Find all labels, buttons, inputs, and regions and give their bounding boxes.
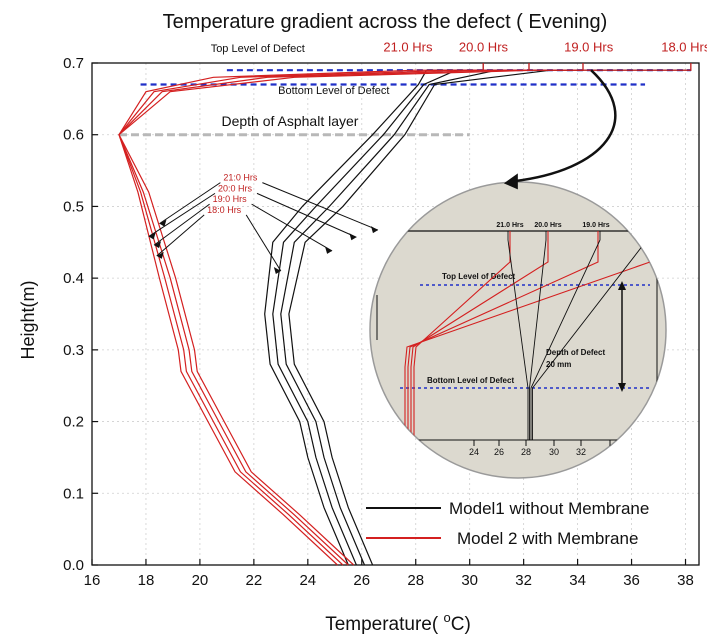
- arrowhead-right: [273, 266, 281, 274]
- inset-content: 24 26 28 30 32 34 21.0 Hrs 20.0 Hrs 19.0 Hrs 18.0…: [376, 222, 660, 457]
- chart-title: Temperature gradient across the defect (…: [163, 11, 608, 33]
- inset-depth-arrowhead-bottom: [618, 383, 626, 392]
- inset-depth-value: 20 mm: [546, 360, 571, 369]
- top-level-defect-label: Top Level of Defect: [211, 43, 305, 55]
- x-tick-label: 16: [84, 572, 101, 589]
- left-time-label: 18:0 Hrs: [207, 205, 242, 215]
- time-pointer-right: [256, 192, 357, 238]
- x-tick-label: 24: [299, 572, 316, 589]
- arrowhead-left: [148, 232, 156, 240]
- inset-circle: [369, 181, 667, 479]
- y-tick-label: 0.7: [63, 55, 84, 72]
- y-tick-label: 0.5: [63, 198, 84, 215]
- x-axis-label-text: Temperature(: [325, 614, 439, 635]
- inset-red-line: [410, 231, 549, 440]
- y-tick-label: 0.1: [63, 485, 84, 502]
- x-tick-label: 20: [192, 572, 209, 589]
- inset-x-tick-label: 28: [521, 447, 531, 457]
- inset-black-line: [529, 231, 547, 440]
- axes: 16 18 20 22 24 26 28 30 32 34 36 38 0.0 0.1 0.2 0.3 0.4 0…: [63, 55, 700, 589]
- x-tick-label: 30: [461, 572, 478, 589]
- inset-top-level-label: Top Level of Defect: [442, 272, 516, 281]
- top-time-label: 18.0 Hrs: [661, 40, 707, 55]
- x-axis-label-unit: C): [451, 614, 471, 635]
- y-tick-label: 0.3: [63, 342, 84, 359]
- x-tick-label: 26: [353, 572, 370, 589]
- arrowhead-left: [156, 251, 164, 259]
- series-line: [118, 63, 584, 566]
- plot-frame: [91, 62, 700, 566]
- x-tick-label: 38: [677, 572, 694, 589]
- x-tick-label: 18: [138, 572, 155, 589]
- inset-zoom: 24 26 28 30 32 34 21.0 Hrs 20.0 Hrs 19.0 Hrs 18.0…: [369, 181, 667, 479]
- annotations: Top Level of Defect Bottom Level of Defec…: [148, 40, 707, 274]
- x-tick-label: 36: [623, 572, 640, 589]
- zoom-arrow: [512, 69, 617, 183]
- inset-black-line: [530, 231, 601, 440]
- inset-depth-arrowhead-top: [618, 281, 626, 290]
- time-pointer-right: [262, 182, 379, 231]
- y-axis-label-group: Height(m): [18, 280, 38, 359]
- y-tick-label: 0.2: [63, 414, 84, 431]
- time-pointer-right: [245, 214, 282, 272]
- inset-black-line: [507, 231, 529, 440]
- inset-x-tick-label: 34: [605, 447, 615, 457]
- top-time-label: 19.0 Hrs: [564, 40, 614, 55]
- legend-label: Model1 without Membrane: [449, 499, 649, 518]
- legend-label: Model 2 with Membrane: [457, 529, 638, 548]
- reference-lines: [118, 69, 691, 137]
- bottom-level-defect-label: Bottom Level of Defect: [278, 85, 389, 97]
- y-tick-label: 0.6: [63, 127, 84, 144]
- time-pointer-right: [251, 203, 333, 252]
- arrowhead-right: [370, 226, 378, 234]
- x-tick-label: 28: [407, 572, 424, 589]
- inset-bottom-level-label: Bottom Level of Defect: [427, 376, 514, 385]
- left-time-label: 21:0 Hrs: [223, 173, 258, 183]
- asphalt-depth-label: Depth of Asphalt layer: [221, 113, 358, 129]
- inset-red-line: [407, 231, 599, 440]
- x-tick-label: 34: [569, 572, 586, 589]
- arrowhead-left: [159, 219, 167, 227]
- inset-depth-label: Depth of Defect: [546, 348, 605, 357]
- x-tick-label: 22: [246, 572, 263, 589]
- time-pointer-left: [156, 214, 205, 257]
- y-axis-label: Height(m): [18, 280, 38, 359]
- y-tick-label: 0.0: [63, 557, 84, 574]
- inset-x-tick-label: 24: [469, 447, 479, 457]
- inset-time-label: 18.0: [635, 222, 649, 229]
- arrowhead-left: [154, 241, 162, 249]
- inset-x-tick-label: 26: [494, 447, 504, 457]
- x-axis-label: Temperature( oC): [325, 610, 471, 635]
- time-pointer-left: [159, 182, 221, 225]
- zoom-arrowhead: [503, 173, 518, 190]
- inset-time-label: 21.0 Hrs: [496, 222, 523, 229]
- y-tick-label: 0.4: [63, 270, 84, 287]
- x-axis-label-degree: o: [443, 610, 450, 625]
- series-group: [118, 63, 692, 566]
- left-time-label: 20:0 Hrs: [218, 183, 253, 193]
- arrowhead-right: [349, 233, 357, 241]
- top-time-label: 21.0 Hrs: [383, 40, 433, 55]
- inset-x-tick-label: 32: [576, 447, 586, 457]
- top-time-label: 20.0 Hrs: [459, 40, 509, 55]
- time-pointer-left: [148, 192, 216, 237]
- series-line: [118, 63, 692, 566]
- legend: Model1 without Membrane Model 2 with Memb…: [366, 499, 649, 548]
- inset-time-label: 19.0 Hrs: [582, 222, 609, 229]
- series-line: [118, 63, 484, 566]
- arrowhead-right: [325, 246, 333, 254]
- inset-x-tick-label: 30: [549, 447, 559, 457]
- x-tick-label: 32: [515, 572, 532, 589]
- inset-time-label: 20.0 Hrs: [534, 222, 561, 229]
- left-time-label: 19:0 Hrs: [213, 194, 248, 204]
- time-pointer-left: [153, 203, 210, 246]
